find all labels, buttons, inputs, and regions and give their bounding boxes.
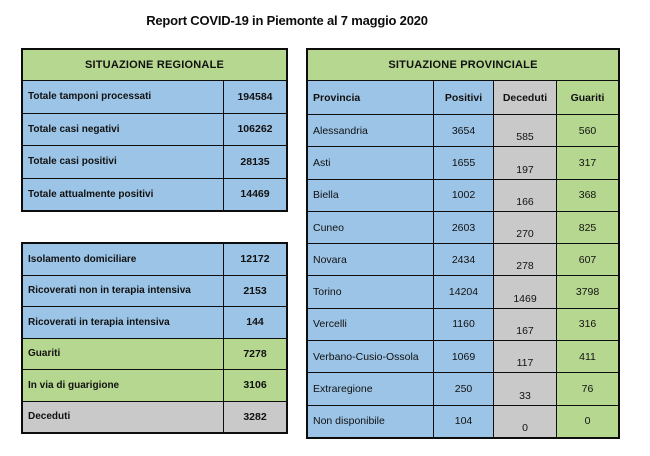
regional-table-body: Totale tamponi processati 194584 Totale ca… — [23, 80, 286, 210]
stat-value: 28135 — [223, 146, 286, 178]
province-name: Alessandria — [308, 115, 433, 147]
stat-row: Ricoverati non in terapia intensiva 2153 — [23, 274, 286, 306]
province-row: Asti 1655 197 317 — [308, 146, 618, 179]
provincial-table-header: SITUAZIONE PROVINCIALE — [308, 50, 618, 80]
province-positivi: 2603 — [433, 211, 493, 244]
province-deceduti: 585 — [493, 115, 556, 147]
province-guariti: 368 — [556, 179, 618, 211]
province-deceduti: 166 — [493, 179, 556, 211]
column-header-deceduti: Deceduti — [493, 81, 556, 114]
province-positivi: 1160 — [433, 308, 493, 341]
stat-value: 144 — [223, 307, 286, 338]
regional-table-header: SITUAZIONE REGIONALE — [23, 50, 286, 80]
province-name: Torino — [308, 276, 433, 308]
province-guariti: 825 — [556, 211, 618, 244]
province-deceduti: 270 — [493, 211, 556, 244]
province-row: Alessandria 3654 585 560 — [308, 114, 618, 147]
province-name: Biella — [308, 179, 433, 211]
province-row: Non disponibile 104 0 0 — [308, 404, 618, 437]
stat-row: Totale tamponi processati 194584 — [23, 80, 286, 113]
province-deceduti: 0 — [493, 405, 556, 437]
province-row: Novara 2434 278 607 — [308, 243, 618, 276]
stat-value: 3106 — [223, 370, 286, 401]
province-row: Verbano-Cusio-Ossola 1069 117 411 — [308, 340, 618, 373]
stat-value: 14469 — [223, 178, 286, 210]
column-header-positivi: Positivi — [433, 81, 493, 114]
province-guariti: 316 — [556, 308, 618, 341]
stat-row: Guariti 7278 — [23, 337, 286, 369]
province-guariti: 0 — [556, 405, 618, 437]
stat-value: 3282 — [223, 401, 286, 432]
regional-detail-body: Isolamento domiciliare 12172 Ricoverati no… — [23, 244, 286, 432]
province-guariti: 76 — [556, 373, 618, 405]
stat-row: Totale attualmente positivi 14469 — [23, 177, 286, 210]
province-row: Cuneo 2603 270 825 — [308, 210, 618, 244]
province-guariti: 3798 — [556, 276, 618, 308]
province-name: Verbano-Cusio-Ossola — [308, 341, 433, 373]
province-deceduti: 117 — [493, 341, 556, 373]
stat-row: Totale casi positivi 28135 — [23, 145, 286, 178]
stat-row: Deceduti 3282 — [23, 400, 286, 432]
province-row: Vercelli 1160 167 316 — [308, 307, 618, 341]
column-header-guariti: Guariti — [556, 81, 618, 114]
stat-label: Totale tamponi processati — [28, 91, 152, 103]
stat-label: Guariti — [28, 348, 61, 360]
regional-detail-table: Isolamento domiciliare 12172 Ricoverati no… — [21, 242, 288, 434]
stat-label: In via di guarigione — [28, 379, 120, 391]
column-header-provincia: Provincia — [308, 81, 433, 114]
stat-label: Totale casi positivi — [28, 156, 117, 168]
stat-value: 194584 — [223, 81, 286, 113]
report-title: Report COVID-19 in Piemonte al 7 maggio … — [146, 13, 428, 28]
province-name: Non disponibile — [308, 405, 433, 437]
province-name: Asti — [308, 147, 433, 179]
provincial-situation-table: SITUAZIONE PROVINCIALE Provincia Positiv… — [306, 48, 620, 439]
province-guariti: 560 — [556, 115, 618, 147]
province-positivi: 14204 — [433, 276, 493, 308]
province-positivi: 1002 — [433, 179, 493, 211]
provincial-table-body: Alessandria 3654 585 560 Asti 1655 197 317 Biell… — [308, 114, 618, 437]
province-guariti: 317 — [556, 147, 618, 179]
stat-label: Totale casi negativi — [28, 123, 120, 135]
province-row: Biella 1002 166 368 — [308, 178, 618, 211]
province-guariti: 607 — [556, 244, 618, 276]
province-positivi: 2434 — [433, 244, 493, 276]
stat-value: 7278 — [223, 338, 286, 369]
stat-label: Isolamento domiciliare — [28, 253, 137, 265]
stat-label: Deceduti — [28, 411, 71, 423]
province-deceduti: 167 — [493, 308, 556, 341]
stat-row: In via di guarigione 3106 — [23, 369, 286, 401]
stat-row: Ricoverati in terapia intensiva 144 — [23, 306, 286, 338]
province-positivi: 1655 — [433, 147, 493, 179]
stat-value: 106262 — [223, 113, 286, 145]
provincial-column-header-row: Provincia Positivi Deceduti Guariti — [308, 80, 618, 114]
province-positivi: 104 — [433, 405, 493, 437]
province-row: Torino 14204 1469 3798 — [308, 275, 618, 308]
stat-label: Totale attualmente positivi — [28, 188, 154, 200]
province-positivi: 250 — [433, 373, 493, 405]
regional-situation-table: SITUAZIONE REGIONALE Totale tamponi proc… — [21, 48, 288, 212]
province-deceduti: 1469 — [493, 276, 556, 308]
province-deceduti: 278 — [493, 244, 556, 276]
province-name: Novara — [308, 244, 433, 276]
province-guariti: 411 — [556, 341, 618, 373]
stat-label: Ricoverati in terapia intensiva — [28, 316, 170, 328]
province-positivi: 3654 — [433, 115, 493, 147]
stat-row: Totale casi negativi 106262 — [23, 112, 286, 145]
province-deceduti: 197 — [493, 147, 556, 179]
stat-row: Isolamento domiciliare 12172 — [23, 244, 286, 275]
stat-label: Ricoverati non in terapia intensiva — [28, 285, 191, 297]
province-name: Extraregione — [308, 373, 433, 405]
province-positivi: 1069 — [433, 341, 493, 373]
province-name: Vercelli — [308, 308, 433, 341]
province-name: Cuneo — [308, 211, 433, 244]
stat-value: 12172 — [223, 244, 286, 275]
stat-value: 2153 — [223, 275, 286, 306]
province-row: Extraregione 250 33 76 — [308, 372, 618, 405]
province-deceduti: 33 — [493, 373, 556, 405]
